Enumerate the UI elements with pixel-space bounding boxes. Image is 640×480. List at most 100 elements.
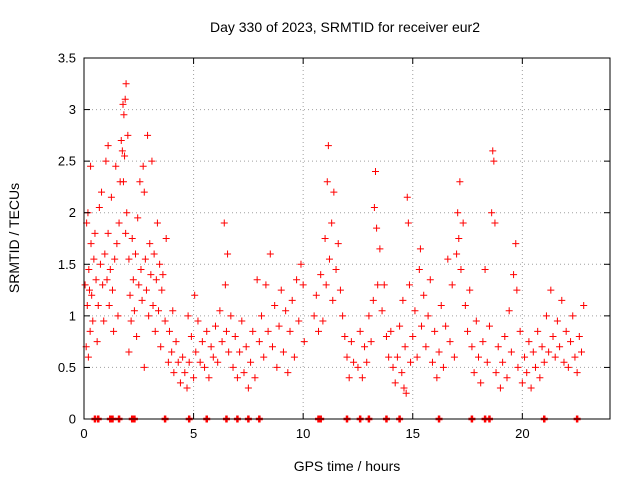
data-point bbox=[343, 353, 351, 361]
data-point bbox=[153, 219, 161, 227]
data-point bbox=[293, 276, 301, 284]
data-point bbox=[405, 281, 413, 289]
data-point bbox=[89, 317, 97, 325]
data-point bbox=[119, 100, 127, 108]
data-point bbox=[136, 178, 144, 186]
data-point bbox=[119, 178, 127, 186]
data-point bbox=[529, 348, 537, 356]
data-point bbox=[330, 188, 338, 196]
data-point bbox=[105, 302, 113, 310]
data-point bbox=[92, 276, 100, 284]
data-point bbox=[448, 281, 456, 289]
data-point bbox=[571, 353, 579, 361]
data-point bbox=[181, 369, 189, 377]
data-point bbox=[282, 307, 290, 315]
data-point bbox=[400, 384, 408, 392]
data-point bbox=[459, 219, 467, 227]
data-point bbox=[251, 374, 259, 382]
data-point bbox=[413, 353, 421, 361]
data-point bbox=[564, 363, 572, 371]
data-point bbox=[141, 255, 149, 263]
data-point bbox=[387, 327, 395, 335]
data-point bbox=[227, 312, 235, 320]
data-point bbox=[164, 358, 172, 366]
data-point bbox=[363, 358, 371, 366]
data-point bbox=[260, 353, 268, 361]
data-point bbox=[380, 281, 388, 289]
data-point bbox=[135, 281, 143, 289]
data-point bbox=[551, 353, 559, 361]
data-point bbox=[134, 214, 142, 222]
data-point bbox=[222, 327, 230, 335]
data-point bbox=[98, 188, 106, 196]
data-point bbox=[402, 389, 410, 397]
data-point bbox=[161, 317, 169, 325]
data-point bbox=[115, 219, 123, 227]
data-point bbox=[107, 193, 115, 201]
data-point bbox=[124, 131, 132, 139]
data-point bbox=[264, 327, 272, 335]
data-point bbox=[456, 178, 464, 186]
data-point bbox=[345, 374, 353, 382]
data-point bbox=[418, 322, 426, 330]
data-point bbox=[90, 255, 98, 263]
data-point bbox=[83, 302, 91, 310]
data-point bbox=[455, 235, 463, 242]
data-point bbox=[389, 363, 397, 371]
data-point bbox=[399, 296, 407, 304]
data-point bbox=[396, 322, 404, 330]
data-point bbox=[122, 80, 130, 88]
y-tick-label: 1 bbox=[69, 308, 76, 323]
data-point bbox=[300, 338, 308, 346]
data-point bbox=[176, 379, 184, 387]
data-point bbox=[404, 219, 412, 227]
data-point bbox=[168, 348, 176, 356]
data-point bbox=[494, 343, 502, 351]
data-point bbox=[317, 271, 325, 279]
data-point bbox=[121, 95, 129, 103]
data-point bbox=[538, 343, 546, 351]
data-point bbox=[516, 327, 524, 335]
data-point bbox=[128, 235, 136, 242]
data-point bbox=[370, 204, 378, 212]
data-point bbox=[393, 353, 401, 361]
data-point bbox=[407, 358, 415, 366]
data-point bbox=[139, 162, 147, 170]
data-point bbox=[446, 338, 454, 346]
data-point bbox=[549, 332, 557, 340]
data-point bbox=[162, 235, 170, 242]
data-point bbox=[391, 379, 399, 387]
y-tick-label: 2.5 bbox=[58, 154, 76, 169]
data-point bbox=[428, 358, 436, 366]
y-tick-label: 1.5 bbox=[58, 257, 76, 272]
data-point bbox=[146, 240, 154, 248]
data-point bbox=[415, 265, 423, 273]
data-point bbox=[523, 369, 531, 377]
data-point bbox=[212, 322, 219, 330]
data-point bbox=[475, 353, 482, 361]
data-point bbox=[172, 338, 180, 346]
data-point bbox=[290, 353, 298, 361]
data-point bbox=[96, 260, 104, 268]
x-tick-label: 15 bbox=[406, 426, 420, 441]
data-point bbox=[91, 229, 99, 237]
y-axis-label: SRMTID / TECUs bbox=[6, 183, 22, 293]
data-point bbox=[573, 369, 581, 377]
data-point bbox=[454, 209, 462, 217]
data-point bbox=[125, 255, 133, 263]
data-point bbox=[575, 332, 583, 340]
data-point bbox=[145, 312, 153, 320]
data-point bbox=[521, 353, 529, 361]
data-point bbox=[431, 327, 439, 335]
data-point bbox=[118, 147, 126, 155]
data-point bbox=[361, 343, 369, 351]
data-point bbox=[488, 209, 496, 217]
data-point bbox=[191, 291, 199, 299]
data-point bbox=[214, 358, 222, 366]
data-point bbox=[242, 343, 250, 351]
data-point bbox=[130, 307, 138, 315]
data-point bbox=[444, 255, 452, 263]
data-point bbox=[220, 219, 228, 227]
y-tick-label: 2 bbox=[69, 205, 76, 220]
data-point bbox=[157, 343, 165, 351]
